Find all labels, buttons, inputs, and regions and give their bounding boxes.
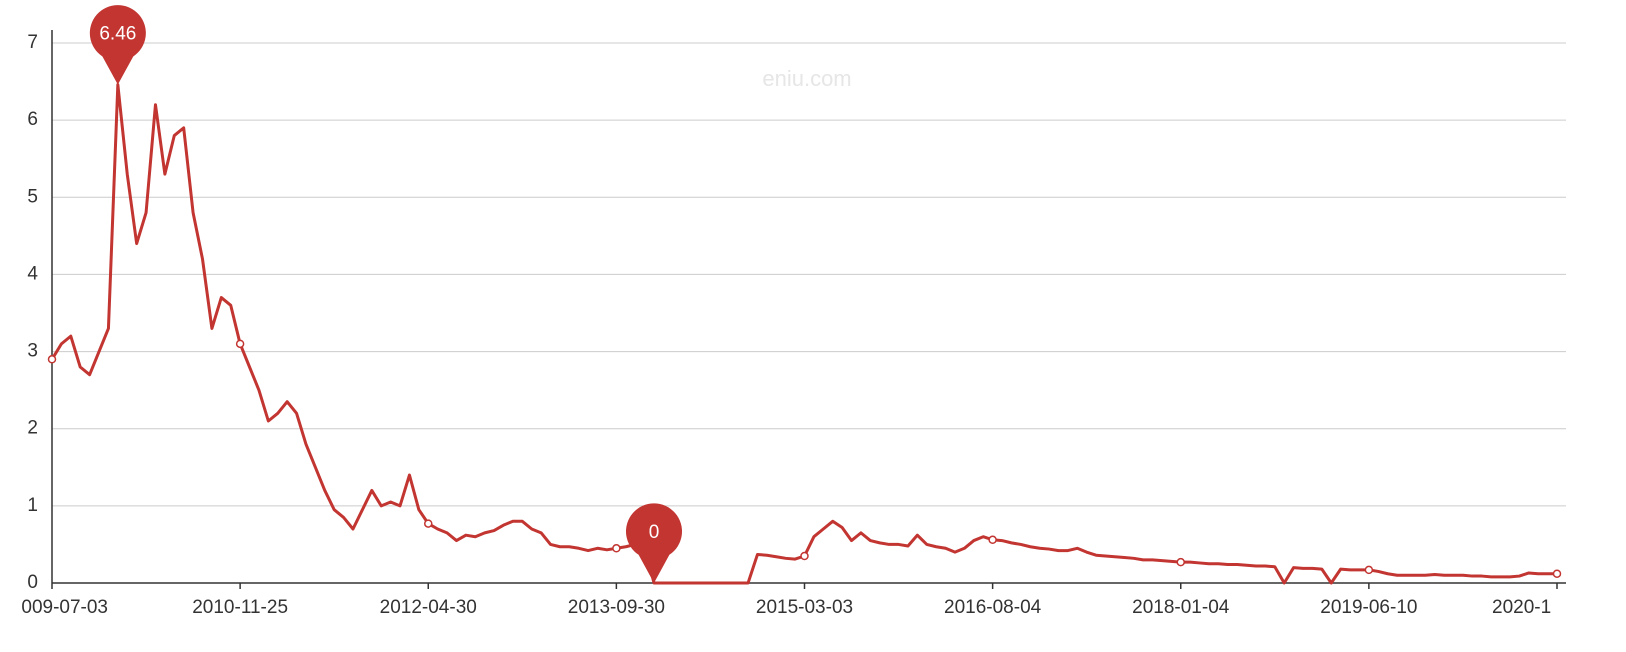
- x-tick-label: 009-07-03: [21, 597, 108, 618]
- watermark: eniu.com: [762, 66, 851, 91]
- y-tick-label: 0: [27, 572, 38, 593]
- x-tick-label: 2019-06-10: [1320, 597, 1417, 618]
- data-symbol: [1364, 565, 1374, 575]
- x-tick-label: 2010-11-25: [192, 597, 288, 618]
- x-tick-label: 2012-04-30: [380, 597, 477, 618]
- y-tick-label: 2: [27, 418, 38, 439]
- mark-point: 0: [626, 503, 682, 583]
- data-symbol: [800, 551, 809, 561]
- y-tick-label: 7: [27, 32, 38, 53]
- mark-label: 0: [649, 522, 660, 543]
- y-tick-label: 1: [27, 495, 38, 516]
- data-symbol: [235, 339, 245, 349]
- x-tick-label: 2016-08-04: [944, 597, 1042, 618]
- mark-pin: [89, 5, 146, 85]
- y-tick-label: 3: [27, 341, 38, 362]
- x-tick-label: 2015-03-03: [756, 597, 853, 618]
- x-tick-label: 2013-09-30: [568, 597, 665, 618]
- y-tick-label: 4: [27, 263, 38, 284]
- data-symbol: [612, 544, 621, 553]
- mark-point: 6.46: [89, 5, 146, 85]
- data-symbol: [988, 535, 997, 545]
- mark-label: 6.46: [99, 24, 136, 45]
- x-tick-label: 2018-01-04: [1132, 597, 1230, 618]
- data-symbol: [1176, 557, 1185, 567]
- data-symbol: [1552, 569, 1562, 578]
- data-symbol: [47, 355, 57, 364]
- mark-pin: [626, 503, 682, 583]
- data-line: [50, 83, 1557, 585]
- x-tick-label: 2020-1: [1492, 597, 1551, 618]
- y-tick-label: 6: [27, 109, 38, 130]
- data-symbol: [424, 519, 433, 528]
- y-tick-label: 5: [27, 186, 38, 207]
